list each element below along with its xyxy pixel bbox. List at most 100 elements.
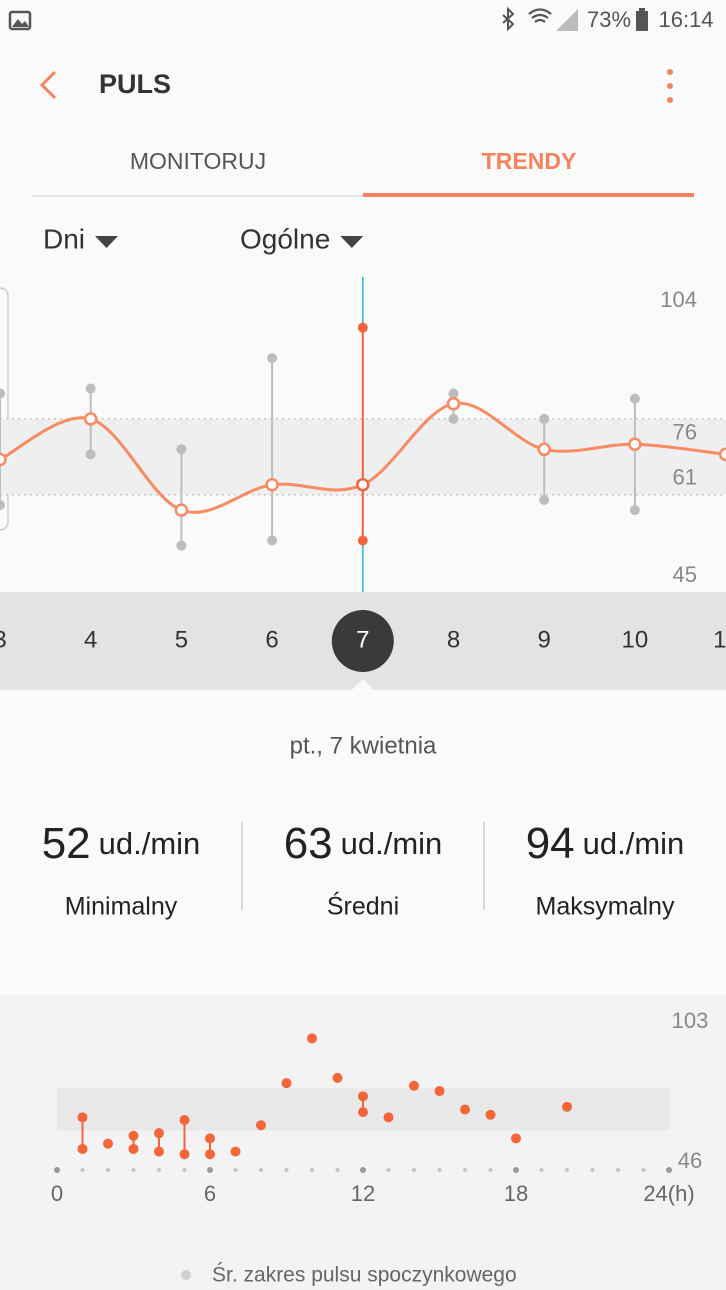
axis-dot <box>463 1168 467 1172</box>
high-dot <box>230 1146 241 1157</box>
low-dot <box>179 1149 190 1160</box>
y-tick-label: 61 <box>673 465 697 490</box>
high-dot <box>383 1112 394 1123</box>
menu-dot <box>667 83 673 89</box>
x-tick-label[interactable]: 6 <box>265 626 278 653</box>
y-tick-label: 76 <box>673 420 697 445</box>
back-button[interactable] <box>39 70 57 100</box>
min-dot <box>85 449 96 460</box>
tab[interactable]: MONITORUJ <box>130 148 266 174</box>
daily-chart: 45617610434567891011 <box>0 277 726 691</box>
legend-swatch <box>181 1270 191 1280</box>
clock: 16:14 <box>658 7 713 32</box>
x-tick-mark <box>207 1167 213 1173</box>
average-marker <box>718 447 726 462</box>
axis-dot <box>412 1168 416 1172</box>
gallery-icon-shape <box>12 19 29 27</box>
x-tick-mark <box>54 1167 60 1173</box>
stat-value: 63 ud./min <box>284 819 443 868</box>
x-tick-label[interactable]: 5 <box>175 626 188 653</box>
low-dot <box>358 1107 368 1118</box>
tab[interactable]: TRENDY <box>482 148 577 174</box>
hourly-panel <box>0 995 726 1290</box>
axis-dot <box>157 1168 161 1172</box>
axis-dot <box>335 1168 340 1172</box>
low-dot <box>128 1143 139 1154</box>
low-dot <box>77 1143 88 1154</box>
max-dot <box>0 388 5 399</box>
filter-dropdown[interactable]: Dni <box>43 223 119 254</box>
high-dot <box>485 1109 496 1120</box>
average-marker <box>628 437 642 451</box>
menu-button[interactable] <box>667 69 673 103</box>
x-tick-label[interactable]: 7 <box>356 626 369 653</box>
average-marker <box>446 396 461 411</box>
stat-label: Maksymalny <box>536 893 675 921</box>
max-dot <box>176 444 187 455</box>
average-marker <box>537 442 551 457</box>
x-tick-label: 24(h) <box>643 1181 694 1206</box>
x-tick-label: 18 <box>504 1181 528 1206</box>
dropdown-arrow <box>340 236 364 248</box>
axis-dot <box>641 1168 646 1172</box>
min-dot <box>176 540 187 551</box>
axis-dot <box>259 1168 263 1172</box>
tabs: MONITORUJ TRENDY <box>130 148 694 197</box>
low-dot <box>154 1146 164 1157</box>
page-title: PULS <box>99 69 171 99</box>
filter-dropdown[interactable]: Ogólne <box>240 223 364 254</box>
filter-label: Dni <box>43 223 85 254</box>
high-dot <box>128 1130 139 1141</box>
y-tick-label: 45 <box>673 562 697 587</box>
bluetooth-icon <box>502 6 515 32</box>
y-tick-label: 46 <box>678 1148 702 1173</box>
axis-dot <box>106 1168 110 1172</box>
selected-date: pt., 7 kwietnia <box>290 732 437 759</box>
stat-number: 94 <box>526 819 575 868</box>
min-dot <box>629 505 640 516</box>
axis-dot <box>80 1168 85 1172</box>
gallery-icon <box>8 10 32 31</box>
legend-label: Śr. zakres pulsu spoczynkowego <box>212 1263 517 1287</box>
high-dot <box>179 1115 190 1125</box>
high-dot <box>154 1128 164 1139</box>
axis-dot <box>565 1168 569 1172</box>
stat-number: 52 <box>42 819 91 868</box>
min-dot <box>0 500 5 511</box>
axis-dot <box>437 1168 442 1172</box>
max-dot <box>539 413 550 424</box>
filter-label: Ogólne <box>240 223 330 254</box>
max-dot <box>85 383 96 394</box>
x-tick-label[interactable]: 8 <box>447 626 460 653</box>
high-dot <box>332 1072 343 1083</box>
menu-dot <box>667 97 673 103</box>
average-marker <box>0 452 7 467</box>
battery-level: 73% <box>587 7 631 32</box>
x-tick-label[interactable]: 4 <box>84 626 97 653</box>
high-dot <box>307 1033 317 1044</box>
axis-dot <box>233 1168 238 1172</box>
battery-icon <box>636 11 648 31</box>
x-tick-label[interactable]: 3 <box>0 626 7 653</box>
axis-dot <box>539 1168 544 1172</box>
status-bar: 73% 16:14 <box>8 6 714 32</box>
axis-dot <box>616 1168 620 1172</box>
x-tick-label[interactable]: 10 <box>622 626 649 653</box>
high-dot <box>460 1104 470 1115</box>
axis-dot <box>590 1168 595 1172</box>
axis-dot <box>488 1168 493 1172</box>
tab-indicator <box>363 193 694 197</box>
stat-number: 63 <box>284 819 333 868</box>
x-tick-label[interactable]: 9 <box>538 626 551 653</box>
side-card <box>0 287 9 531</box>
x-tick-mark <box>666 1167 672 1173</box>
signal-icon <box>556 9 578 31</box>
x-tick-label[interactable]: 11 <box>713 626 726 653</box>
average-marker <box>356 478 370 492</box>
high-dot <box>205 1133 215 1144</box>
x-tick-label: 12 <box>351 1181 375 1206</box>
stat-value: 52 ud./min <box>42 819 201 868</box>
selected-day <box>331 610 394 672</box>
hourly-chart: 0 6 12 18 24(h) 46 103 Śr. zakres pulsu spoczyn… <box>51 1008 708 1287</box>
